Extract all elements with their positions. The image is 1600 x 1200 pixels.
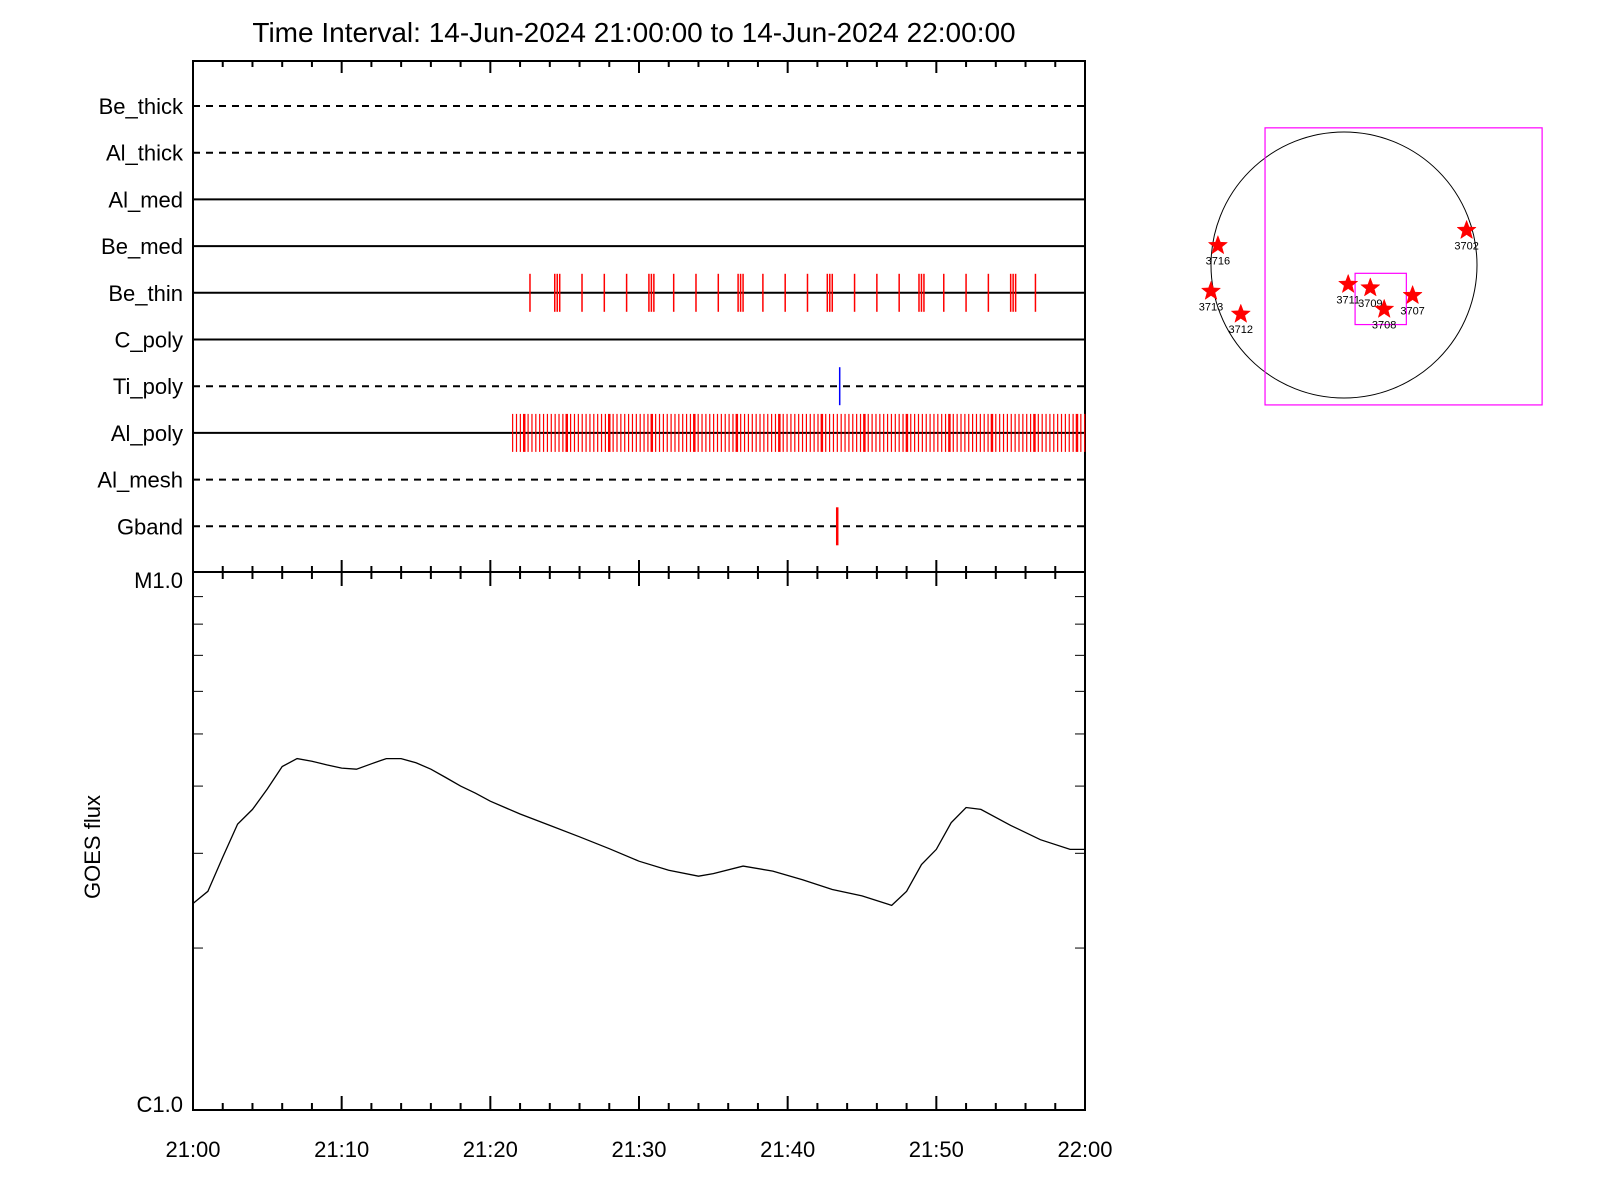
x-tick-label: 22:00: [1057, 1137, 1112, 1162]
goes-ytick-bottom: C1.0: [137, 1092, 183, 1117]
active-region-star: [1374, 298, 1395, 318]
goes-frame: [192, 571, 1086, 1111]
x-tick-label: 21:00: [165, 1137, 220, 1162]
x-tick-label: 21:10: [314, 1137, 369, 1162]
active-region-star: [1360, 277, 1381, 297]
row-label-ti-poly: Ti_poly: [113, 374, 183, 399]
active-region-star: [1456, 219, 1477, 240]
row-label-al-poly: Al_poly: [111, 421, 183, 446]
x-tick-label: 21:30: [611, 1137, 666, 1162]
active-region-label: 3711: [1336, 294, 1360, 306]
x-tick-label: 21:20: [463, 1137, 518, 1162]
active-region-star: [1200, 280, 1222, 300]
row-label-be-thick: Be_thick: [99, 94, 184, 119]
row-label-al-med: Al_med: [108, 187, 183, 212]
active-region-label: 3716: [1206, 256, 1230, 268]
active-region-label: 3708: [1372, 319, 1396, 331]
chart-title: Time Interval: 14-Jun-2024 21:00:00 to 1…: [252, 17, 1015, 48]
goes-flux-line: [192, 757, 1085, 907]
active-region-label: 3712: [1229, 324, 1253, 336]
timeline-frame: [192, 60, 1086, 573]
active-region-label: 3702: [1454, 240, 1478, 252]
row-label-be-med: Be_med: [101, 234, 183, 259]
active-region-label: 3707: [1400, 305, 1424, 317]
active-region-star: [1337, 273, 1359, 294]
solar-disk: [1210, 131, 1478, 399]
x-tick-label: 21:50: [909, 1137, 964, 1162]
active-region-star: [1402, 284, 1423, 305]
event-timeline-panel: Be_thick Al_thick Al_med Be_med Be_thin C_pol…: [97, 60, 1086, 573]
row-label-gband: Gband: [117, 514, 183, 539]
goes-flux-panel: M1.0 C1.0 GOES flux 21:00 21:10 21:20 21:30…: [80, 568, 1113, 1162]
active-region-star: [1207, 234, 1229, 255]
goes-ylabel: GOES flux: [80, 795, 105, 899]
fov-box-small: [1354, 272, 1407, 326]
goes-ytick-top: M1.0: [134, 568, 183, 593]
row-label-c-poly: C_poly: [115, 328, 183, 353]
fov-box-large: [1264, 127, 1543, 406]
row-label-al-thick: Al_thick: [106, 141, 184, 166]
x-tick-label: 21:40: [760, 1137, 815, 1162]
row-label-al-mesh: Al_mesh: [97, 468, 183, 493]
row-label-be-thin: Be_thin: [108, 281, 183, 306]
active-region-label: 3713: [1199, 301, 1223, 313]
active-region-star: [1230, 303, 1251, 323]
